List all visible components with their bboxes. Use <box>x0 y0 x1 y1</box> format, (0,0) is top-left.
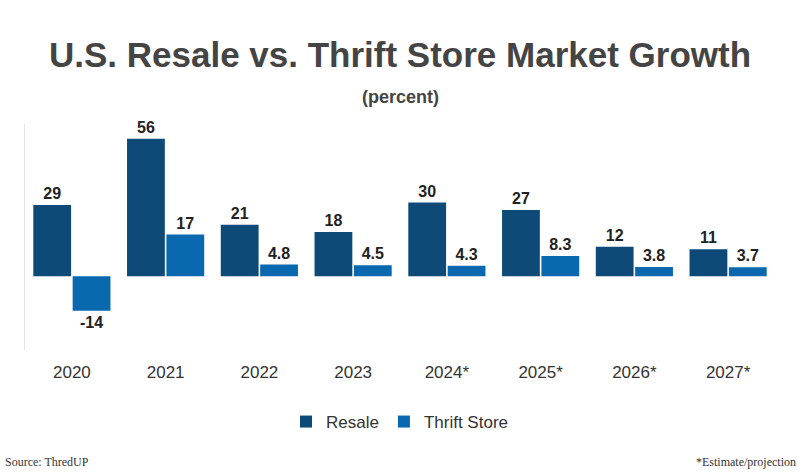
svg-text:3.8: 3.8 <box>643 247 665 264</box>
svg-text:2027*: 2027* <box>706 363 751 382</box>
svg-text:2020: 2020 <box>53 363 91 382</box>
svg-text:2026*: 2026* <box>612 363 657 382</box>
svg-text:30: 30 <box>418 183 436 200</box>
svg-text:4.8: 4.8 <box>268 245 290 262</box>
svg-text:4.3: 4.3 <box>455 246 477 263</box>
svg-text:-14: -14 <box>80 314 103 331</box>
svg-text:2024*: 2024* <box>425 363 470 382</box>
svg-text:3.7: 3.7 <box>737 247 759 264</box>
svg-text:2021: 2021 <box>147 363 185 382</box>
svg-text:11: 11 <box>700 229 717 246</box>
svg-text:2022: 2022 <box>240 363 278 382</box>
svg-text:U.S. Resale vs. Thrift Store M: U.S. Resale vs. Thrift Store Market Grow… <box>49 35 751 74</box>
svg-text:21: 21 <box>231 205 249 222</box>
svg-text:Thrift Store: Thrift Store <box>424 413 508 432</box>
svg-text:8.3: 8.3 <box>549 236 571 253</box>
svg-text:2025*: 2025* <box>518 363 563 382</box>
svg-text:17: 17 <box>176 215 194 232</box>
svg-text:(percent): (percent) <box>362 87 439 107</box>
svg-text:2023: 2023 <box>334 363 372 382</box>
svg-text:12: 12 <box>606 227 624 244</box>
svg-text:29: 29 <box>43 185 61 202</box>
svg-text:27: 27 <box>512 190 530 207</box>
svg-text:18: 18 <box>324 212 342 229</box>
svg-text:Resale: Resale <box>326 413 379 432</box>
svg-text:56: 56 <box>137 119 155 136</box>
svg-text:4.5: 4.5 <box>362 245 384 262</box>
svg-text:*Estimate/projection: *Estimate/projection <box>696 455 796 469</box>
svg-text:Source: ThredUP: Source: ThredUP <box>5 455 89 469</box>
